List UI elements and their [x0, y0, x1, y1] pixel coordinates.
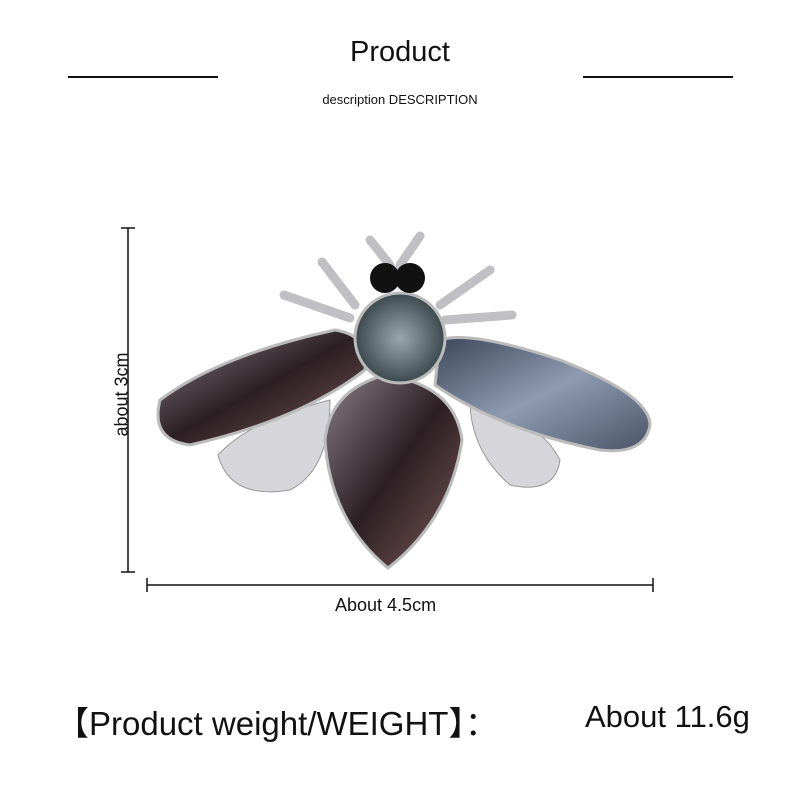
page-subtitle: description DESCRIPTION: [322, 92, 478, 107]
bee-eye-left: [370, 263, 400, 293]
bee-eye-right: [395, 263, 425, 293]
left-upper-wing: [156, 328, 368, 447]
width-label: About 4.5cm: [335, 595, 437, 615]
title-divider-right: [583, 76, 733, 78]
title-divider-left: [68, 76, 218, 78]
weight-label: 【Product weight/WEIGHT】：: [56, 705, 498, 742]
right-upper-wing: [433, 336, 652, 453]
height-dimension-line: [121, 227, 135, 573]
height-label: about 3cm: [111, 352, 132, 437]
width-dimension-line: [146, 578, 654, 592]
bee-legs: [279, 231, 517, 325]
bee-abdomen: [323, 373, 464, 570]
bee-brooch: [156, 231, 652, 570]
weight-value: About 11.6g: [585, 699, 750, 734]
bee-thorax: [353, 291, 447, 385]
page-title: Product: [350, 36, 450, 68]
